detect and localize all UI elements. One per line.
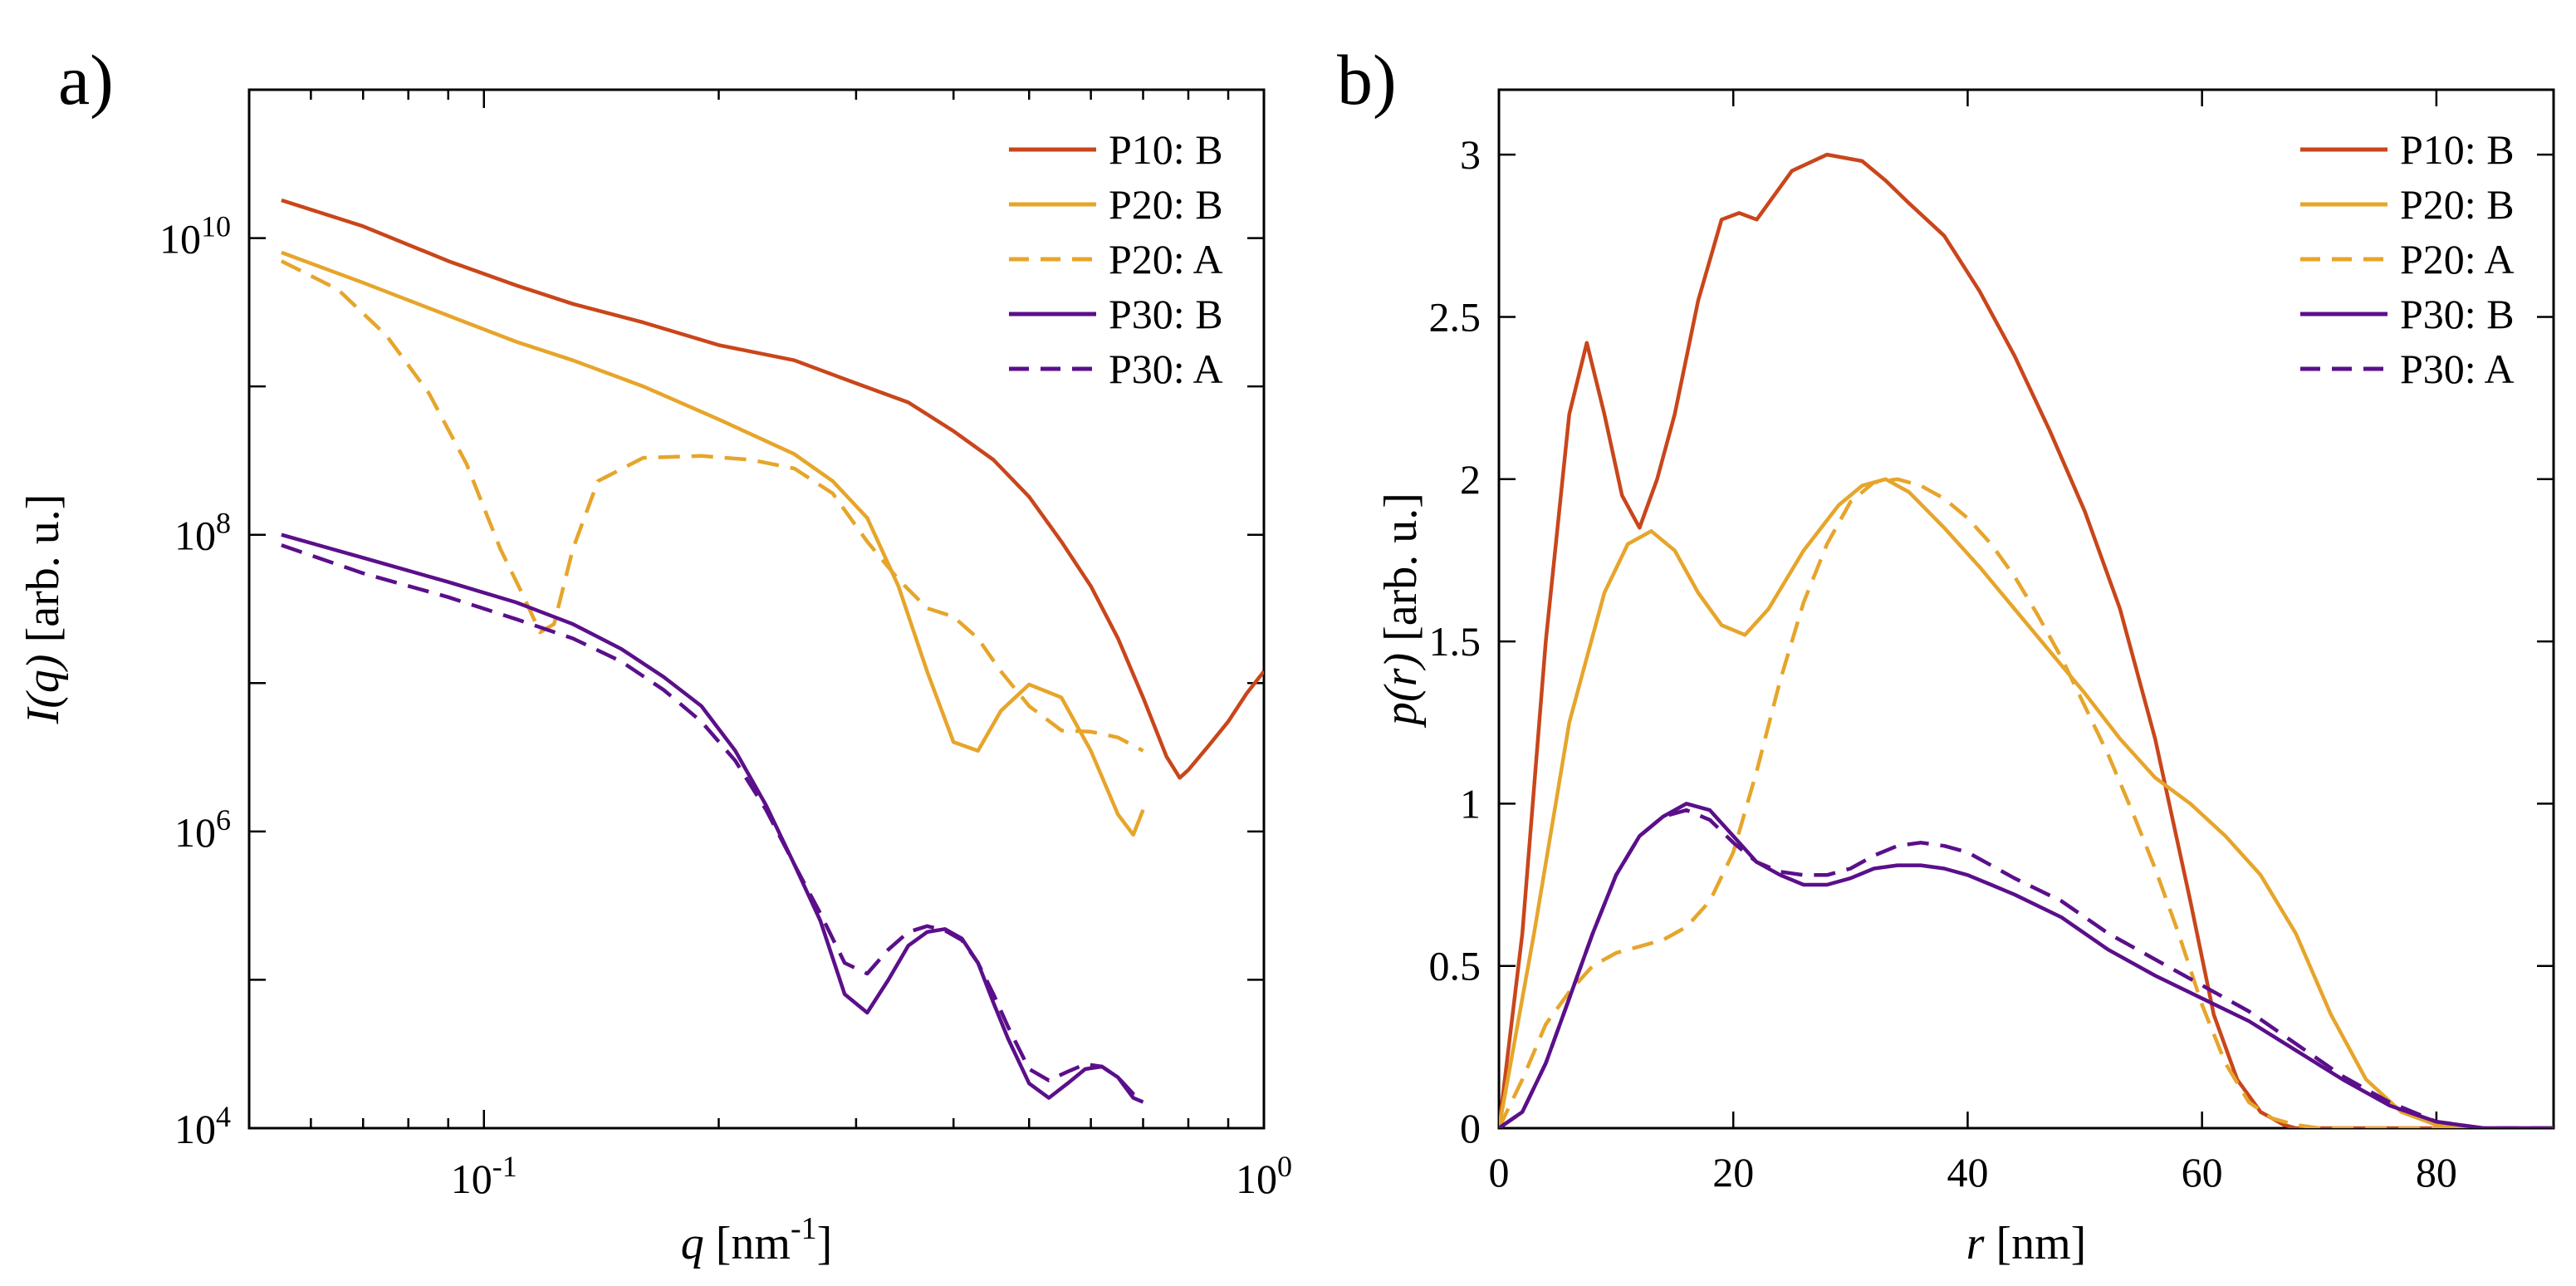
legend-label-p20-a: P20: A bbox=[1109, 236, 1223, 282]
panel-b-series bbox=[1499, 152, 2554, 1128]
y-tick-label: 1 bbox=[1460, 780, 1481, 827]
series-line-p30-b bbox=[1499, 802, 2554, 1128]
series-line-p20-b bbox=[1499, 477, 2554, 1128]
y-tick-label: 104 bbox=[174, 1100, 231, 1152]
x-tick-label: 20 bbox=[1712, 1149, 1754, 1195]
legend-label-p10-b: P10: B bbox=[2400, 126, 2515, 173]
series-line-p10-b bbox=[1499, 152, 2554, 1128]
y-tick-label: 108 bbox=[174, 507, 231, 559]
x-tick-label: 80 bbox=[2416, 1149, 2457, 1195]
panel-a-y-axis-label: I(q) [arb. u.] bbox=[17, 494, 69, 725]
series-line-p30-b bbox=[281, 533, 1144, 1104]
series-line-p20-b bbox=[281, 250, 1145, 837]
y-tick-label: 2.5 bbox=[1429, 293, 1481, 340]
series-line-p30-a-dashed bbox=[1499, 807, 2554, 1128]
legend-label-p30-a: P30: A bbox=[2400, 346, 2515, 392]
x-tick-label: 0 bbox=[1489, 1149, 1510, 1195]
legend-label-p30-b: P30: B bbox=[1109, 291, 1223, 337]
legend-label-p10-b: P10: B bbox=[1109, 126, 1223, 173]
panel-a-label: a) bbox=[58, 40, 114, 120]
panel-a-x-axis-label: q [nm-1] bbox=[681, 1211, 833, 1269]
legend-label-p30-a: P30: A bbox=[1109, 346, 1223, 392]
legend-label-p20-b: P20: B bbox=[2400, 181, 2515, 228]
y-tick-label: 0 bbox=[1460, 1105, 1481, 1151]
x-tick-label: 10-1 bbox=[451, 1150, 517, 1202]
x-tick-label: 60 bbox=[2182, 1149, 2223, 1195]
x-tick-label: 40 bbox=[1947, 1149, 1988, 1195]
panel-b-legend: P10: B P20: B P20: A P30: B P30: A bbox=[2300, 126, 2515, 392]
y-tick-label: 3 bbox=[1460, 131, 1481, 178]
series-line-p30-a-dashed bbox=[281, 543, 1144, 1100]
panel-a-legend: P10: B P20: B P20: A P30: B P30: A bbox=[1009, 126, 1223, 392]
y-tick-label: 0.5 bbox=[1429, 943, 1481, 989]
panel-b-ticks: 0 20 40 60 80 0 0.5 1 1.5 2 2.5 3 bbox=[1429, 90, 2554, 1195]
y-tick-label: 2 bbox=[1460, 456, 1481, 503]
panel-b-x-axis-label: r [nm] bbox=[1966, 1218, 2087, 1269]
panel-a-plot-frame bbox=[247, 88, 1266, 1130]
legend-label-p30-b: P30: B bbox=[2400, 291, 2515, 337]
y-tick-label: 106 bbox=[174, 803, 231, 856]
legend-label-p20-a: P20: A bbox=[2400, 236, 2515, 282]
panel-b-label: b) bbox=[1337, 40, 1397, 120]
panel-b-y-axis-label: p(r) [arb. u.] bbox=[1375, 493, 1427, 729]
panel-b-plot-frame bbox=[1497, 88, 2555, 1130]
series-line-p20-a-dashed bbox=[280, 259, 1144, 753]
x-tick-label: 100 bbox=[1236, 1150, 1292, 1202]
series-line-p20-a-dashed bbox=[1499, 477, 2554, 1128]
panel-b: b) 0 20 40 60 80 0 0.5 1 1.5 2 2.5 3 P10: B P20: B P2… bbox=[1337, 40, 2555, 1269]
panel-a-series bbox=[280, 198, 1264, 1104]
y-tick-label: 1010 bbox=[159, 210, 231, 263]
y-tick-label: 1.5 bbox=[1429, 618, 1481, 665]
panel-a: a) 10-1 100 104 106 108 1010 P10: B P20: B P20:… bbox=[17, 40, 1292, 1269]
legend-label-p20-b: P20: B bbox=[1109, 181, 1223, 228]
series-line-p10-b bbox=[281, 198, 1264, 780]
panel-a-ticks: 10-1 100 104 106 108 1010 bbox=[159, 88, 1292, 1202]
